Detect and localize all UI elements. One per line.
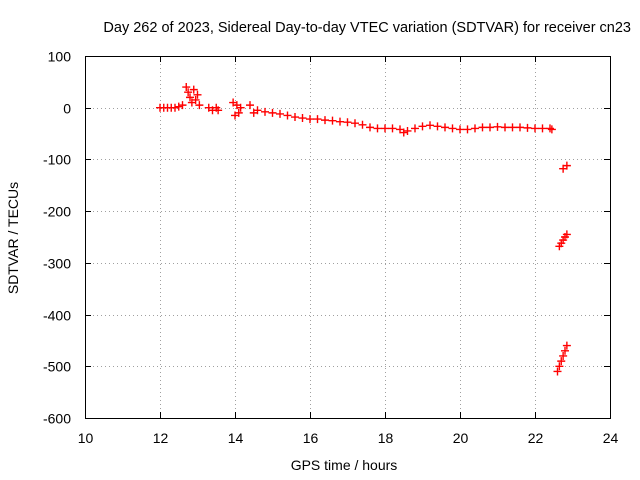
y-tick-label: -600: [43, 411, 71, 427]
data-point: [547, 125, 556, 134]
data-point: [189, 85, 198, 94]
x-tick-label: 14: [228, 430, 244, 446]
data-point: [493, 122, 502, 131]
data-point: [214, 106, 223, 115]
x-tick-label: 10: [78, 430, 94, 446]
data-point: [559, 351, 568, 360]
data-point: [516, 123, 524, 132]
data-point: [193, 90, 202, 99]
data-point: [562, 230, 571, 239]
data-point: [557, 357, 566, 366]
data-point: [441, 123, 449, 132]
x-tick-label: 18: [378, 430, 394, 446]
y-tick-label: -400: [43, 308, 71, 324]
data-point: [426, 121, 434, 130]
data-point: [418, 122, 427, 131]
data-point: [234, 108, 243, 117]
data-point: [381, 124, 389, 133]
plot-frame: [85, 56, 611, 419]
x-tick-label: 24: [603, 430, 619, 446]
data-point: [321, 116, 329, 125]
y-tick-label: 0: [63, 101, 71, 117]
data-point: [561, 346, 569, 355]
data-point: [261, 107, 269, 116]
y-tick-label: 100: [48, 49, 72, 65]
data-point: [182, 83, 191, 92]
data-point: [195, 101, 204, 110]
data-point: [291, 113, 299, 122]
data-point: [553, 367, 562, 376]
data-point: [471, 124, 479, 133]
data-point: [555, 362, 564, 371]
data-point: [186, 93, 194, 102]
data-point: [433, 122, 442, 131]
y-tick-label: -300: [43, 256, 71, 272]
data-point: [174, 102, 183, 111]
data-point: [508, 123, 517, 132]
data-point: [283, 111, 292, 120]
chart-title: Day 262 of 2023, Sidereal Day-to-day VTE…: [103, 20, 631, 36]
y-tick-label: -100: [43, 152, 71, 168]
x-tick-label: 12: [153, 430, 169, 446]
data-points: [156, 83, 571, 376]
data-point: [448, 124, 457, 133]
data-point: [538, 124, 547, 133]
data-point: [276, 109, 284, 118]
data-point: [562, 341, 571, 350]
x-tick-label: 22: [528, 430, 544, 446]
data-point: [246, 101, 254, 110]
data-point: [298, 114, 307, 123]
tick-labels: 10 12 14 16 18 20 22 24 100 0 -100 -200 -300 -400 -500…: [43, 49, 619, 447]
x-tick-label: 20: [453, 430, 469, 446]
data-point: [268, 108, 277, 117]
data-point: [253, 106, 262, 115]
data-point: [236, 103, 245, 112]
y-tick-label: -500: [43, 359, 71, 375]
data-point: [388, 124, 397, 133]
data-point: [546, 124, 554, 133]
data-point: [403, 126, 412, 135]
data-point: [343, 118, 352, 127]
data-point: [399, 128, 408, 137]
data-point: [171, 103, 179, 112]
data-point: [486, 123, 494, 132]
data-point: [358, 120, 367, 129]
data-point: [373, 124, 382, 133]
data-point: [456, 125, 464, 134]
data-point: [531, 124, 539, 133]
y-tick-label: -200: [43, 204, 71, 220]
data-point: [184, 88, 193, 97]
data-point: [463, 125, 472, 134]
data-point: [313, 115, 322, 124]
data-point: [328, 116, 337, 125]
data-point: [178, 101, 187, 110]
x-tick-label: 16: [303, 430, 319, 446]
data-point: [562, 161, 571, 170]
data-point: [306, 115, 314, 124]
x-axis-label: GPS time / hours: [291, 457, 398, 473]
data-point: [366, 123, 374, 132]
data-point: [478, 123, 487, 132]
axis-ticks: [85, 56, 611, 419]
data-point: [411, 124, 419, 133]
y-axis-label: SDTVAR / TECUs: [5, 182, 21, 294]
data-point: [191, 95, 200, 104]
data-point: [351, 119, 359, 128]
data-point: [336, 117, 344, 126]
data-point: [523, 123, 532, 132]
data-point: [501, 123, 509, 132]
